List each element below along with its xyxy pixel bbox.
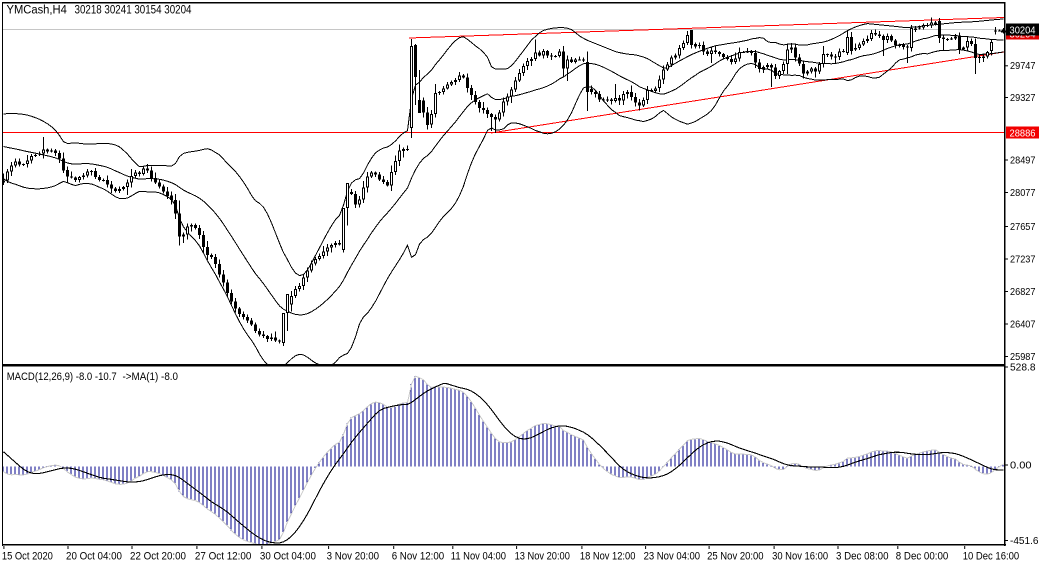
svg-text:-451.6: -451.6	[1010, 535, 1039, 547]
svg-text:11 Nov 04:00: 11 Nov 04:00	[451, 551, 506, 563]
svg-text:528.8: 528.8	[1010, 361, 1036, 373]
svg-text:23 Nov 04:00: 23 Nov 04:00	[644, 551, 701, 563]
svg-text:27237: 27237	[1010, 253, 1036, 265]
svg-text:MACD(12,26,9) -8.0 -10.7: MACD(12,26,9) -8.0 -10.7	[7, 371, 117, 383]
svg-text:3 Dec 08:00: 3 Dec 08:00	[836, 551, 889, 563]
svg-text:25 Nov 20:00: 25 Nov 20:00	[707, 551, 764, 563]
svg-text:28077: 28077	[1010, 187, 1036, 199]
svg-text:20 Oct 04:00: 20 Oct 04:00	[66, 551, 122, 563]
svg-text:26407: 26407	[1010, 318, 1036, 330]
svg-text:30204: 30204	[1010, 25, 1036, 37]
svg-text:29747: 29747	[1010, 60, 1036, 72]
svg-text:10 Dec 16:00: 10 Dec 16:00	[963, 551, 1020, 563]
svg-text:29327: 29327	[1010, 92, 1036, 104]
svg-text:0.00: 0.00	[1010, 459, 1032, 471]
svg-text:25987: 25987	[1010, 351, 1036, 363]
svg-text:26827: 26827	[1010, 286, 1036, 298]
svg-text:13 Nov 20:00: 13 Nov 20:00	[515, 551, 570, 563]
svg-text:18 Nov 12:00: 18 Nov 12:00	[580, 551, 636, 563]
svg-text:15 Oct 2020: 15 Oct 2020	[2, 551, 53, 563]
svg-text:6 Nov 12:00: 6 Nov 12:00	[392, 551, 445, 563]
svg-text:22 Oct 20:00: 22 Oct 20:00	[130, 551, 186, 563]
svg-text:3 Nov 20:00: 3 Nov 20:00	[327, 551, 380, 563]
svg-text:28886: 28886	[1010, 128, 1036, 140]
svg-text:YMCash,H4: YMCash,H4	[7, 5, 68, 17]
svg-text:->MA(1) -8.0: ->MA(1) -8.0	[123, 371, 179, 383]
svg-text:30218 30241 30154 30204: 30218 30241 30154 30204	[75, 5, 193, 17]
svg-text:8 Dec 00:00: 8 Dec 00:00	[896, 551, 949, 563]
svg-text:28497: 28497	[1010, 154, 1036, 166]
svg-text:27657: 27657	[1010, 221, 1036, 233]
svg-text:30 Oct 04:00: 30 Oct 04:00	[260, 551, 316, 563]
svg-text:30 Nov 16:00: 30 Nov 16:00	[772, 551, 828, 563]
svg-text:27 Oct 12:00: 27 Oct 12:00	[195, 551, 252, 563]
